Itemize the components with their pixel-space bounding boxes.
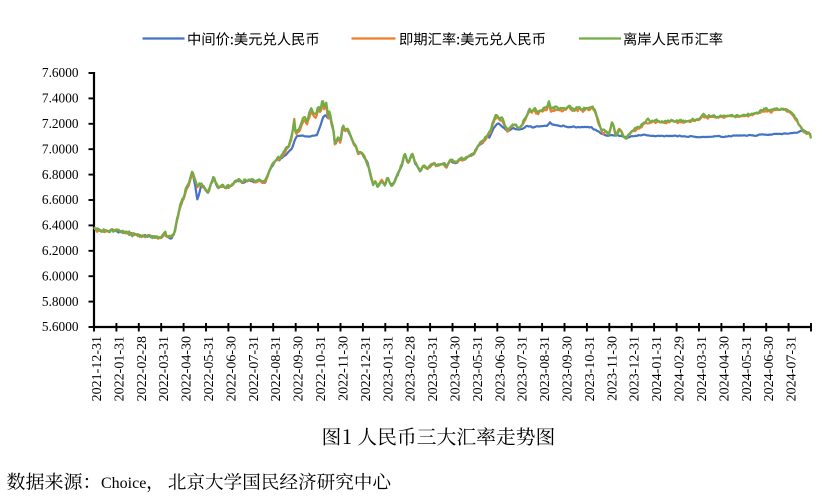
svg-text:6.0000: 6.0000	[42, 268, 79, 283]
svg-text:2023-07-31: 2023-07-31	[516, 336, 531, 401]
svg-text:2024-03-31: 2024-03-31	[695, 336, 710, 401]
svg-text:2024-05-31: 2024-05-31	[740, 336, 755, 401]
svg-text:2023-06-30: 2023-06-30	[493, 336, 508, 401]
svg-text:2023-02-28: 2023-02-28	[404, 336, 419, 401]
svg-text:2023-01-31: 2023-01-31	[381, 336, 396, 401]
svg-text:2022-02-28: 2022-02-28	[135, 336, 150, 401]
svg-text:2023-11-30: 2023-11-30	[605, 336, 620, 401]
svg-text:6.2000: 6.2000	[42, 243, 79, 258]
svg-text:5.8000: 5.8000	[42, 294, 79, 309]
svg-text:7.6000: 7.6000	[42, 65, 79, 80]
svg-text:6.8000: 6.8000	[42, 167, 79, 182]
svg-text:2023-08-31: 2023-08-31	[538, 336, 553, 401]
svg-text:2022-01-31: 2022-01-31	[112, 336, 127, 401]
svg-text:2022-04-30: 2022-04-30	[180, 336, 195, 401]
svg-text:2022-06-30: 2022-06-30	[224, 336, 239, 401]
svg-text:2022-05-31: 2022-05-31	[202, 336, 217, 401]
svg-text:2023-10-31: 2023-10-31	[583, 336, 598, 401]
svg-text:2024-04-30: 2024-04-30	[717, 336, 732, 401]
svg-text:2023-12-31: 2023-12-31	[628, 336, 643, 401]
svg-text:2023-09-30: 2023-09-30	[561, 336, 576, 401]
svg-text:6.6000: 6.6000	[42, 192, 79, 207]
svg-text:2024-02-29: 2024-02-29	[673, 336, 688, 401]
svg-text:2024-01-31: 2024-01-31	[650, 336, 665, 401]
svg-text:2022-12-31: 2022-12-31	[359, 336, 374, 401]
svg-text:2022-11-30: 2022-11-30	[337, 336, 352, 401]
svg-text:2024-06-30: 2024-06-30	[762, 336, 777, 401]
svg-text:Choice: Choice	[101, 475, 146, 492]
svg-text:2022-08-31: 2022-08-31	[269, 336, 284, 401]
svg-text:5.6000: 5.6000	[42, 319, 79, 334]
svg-text:2023-05-31: 2023-05-31	[471, 336, 486, 401]
svg-text:7.0000: 7.0000	[42, 141, 79, 156]
svg-text:2023-04-30: 2023-04-30	[449, 336, 464, 401]
svg-text:7.4000: 7.4000	[42, 91, 79, 106]
svg-text:2022-09-30: 2022-09-30	[292, 336, 307, 401]
svg-text:2024-07-31: 2024-07-31	[785, 336, 800, 401]
svg-text:7.2000: 7.2000	[42, 116, 79, 131]
svg-text:2022-10-31: 2022-10-31	[314, 336, 329, 401]
svg-text:6.4000: 6.4000	[42, 218, 79, 233]
svg-text:2022-03-31: 2022-03-31	[157, 336, 172, 401]
svg-text:2022-07-31: 2022-07-31	[247, 336, 262, 401]
svg-text:2021-12-31: 2021-12-31	[90, 336, 105, 401]
svg-text:2023-03-31: 2023-03-31	[426, 336, 441, 401]
